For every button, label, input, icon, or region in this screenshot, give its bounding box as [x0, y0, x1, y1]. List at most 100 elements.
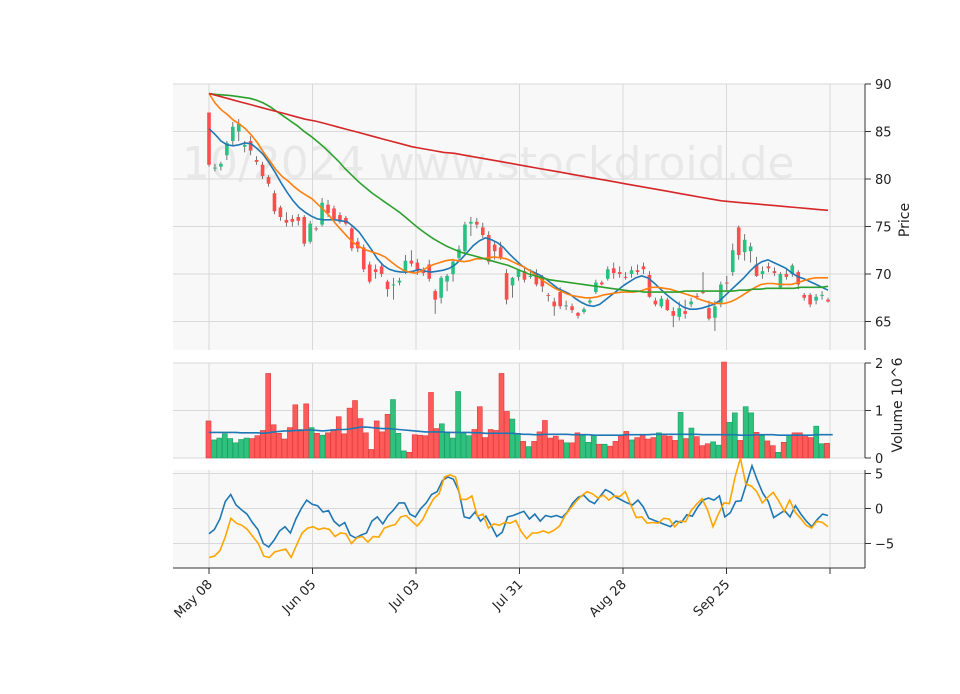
volume-bar — [265, 373, 271, 459]
volume-bar — [536, 431, 543, 459]
volume-bar — [639, 434, 646, 459]
price-tick-label: 75 — [875, 221, 892, 236]
candle-body — [219, 163, 223, 167]
volume-bar — [466, 435, 472, 459]
candle-body — [665, 299, 670, 311]
volume-bar — [227, 438, 233, 459]
volume-bar — [612, 441, 619, 459]
candle-body — [588, 300, 592, 303]
candle-body — [582, 309, 586, 312]
candle-body — [391, 284, 396, 286]
volume-bar — [607, 445, 613, 459]
candle-body — [385, 281, 390, 290]
candle-body — [552, 301, 557, 307]
candle-body — [248, 141, 253, 151]
volume-bar — [368, 449, 375, 459]
candle-body — [516, 270, 521, 277]
candle-body — [236, 123, 241, 132]
candle-body — [546, 294, 551, 296]
volume-bar — [297, 429, 304, 459]
candle-body — [605, 269, 610, 279]
candle-body — [361, 247, 366, 270]
candle-body — [225, 142, 229, 156]
candle-body — [719, 284, 723, 305]
volume-bar — [818, 443, 825, 459]
volume-bar — [509, 418, 516, 459]
candle-body — [486, 235, 491, 262]
volume-bar — [498, 373, 505, 459]
volume-bar — [482, 437, 489, 459]
candle-body — [790, 265, 795, 274]
candle-body — [433, 291, 437, 300]
candle-body — [796, 272, 801, 285]
volume-bar — [238, 439, 244, 459]
candle-body — [689, 301, 693, 305]
volume-bar — [439, 423, 445, 459]
volume-bar — [417, 434, 423, 459]
volume-bar — [672, 440, 678, 459]
volume-bar — [666, 435, 673, 459]
volume-bar — [330, 429, 337, 459]
x-tick-label: May 08 — [172, 577, 216, 621]
candle-body — [778, 274, 783, 288]
volume-bar — [824, 442, 830, 459]
volume-bar — [547, 437, 554, 459]
volume-bar — [308, 427, 315, 459]
x-tick-label: Jun 05 — [279, 577, 319, 617]
volume-bar — [791, 432, 798, 459]
x-tick-label: Sep 25 — [691, 577, 734, 620]
price-tick-label: 70 — [875, 268, 892, 283]
volume-bar — [335, 416, 342, 459]
volume-bar — [563, 442, 570, 459]
candle-body — [760, 271, 765, 274]
volume-tick-label: 1 — [875, 405, 883, 420]
volume-bar — [259, 430, 266, 459]
volume-bar — [428, 392, 434, 459]
price-tick-label: 65 — [875, 316, 892, 331]
candle-body — [540, 277, 545, 287]
volume-bar — [694, 436, 700, 459]
candle-body — [725, 282, 729, 284]
volume-bar — [379, 431, 385, 459]
volume-bar — [699, 445, 706, 459]
volume-bar — [493, 430, 499, 459]
x-tick-label: Jul 03 — [386, 577, 423, 614]
candle-body — [272, 193, 277, 212]
candle-body — [736, 227, 741, 255]
volume-bar — [514, 432, 521, 459]
volume-bar — [764, 440, 771, 459]
candle-body — [594, 282, 598, 293]
oscillator-line — [208, 457, 829, 560]
candle-body — [457, 249, 461, 258]
volume-bar — [531, 441, 537, 459]
price-axis-label: Price — [897, 203, 913, 237]
volume-bar — [444, 431, 451, 459]
volume-tick-label: 0 — [875, 452, 883, 467]
volume-bars — [205, 361, 830, 459]
candle-body — [730, 250, 735, 273]
candle-body — [683, 311, 687, 314]
volume-bar — [574, 432, 581, 459]
volume-bar — [471, 429, 478, 459]
moving-average-line — [208, 128, 829, 310]
candle-body — [403, 260, 408, 272]
candle-body — [754, 264, 759, 276]
candle-body — [510, 277, 515, 286]
volume-bar — [742, 406, 749, 459]
osc-tick-label: 0 — [875, 503, 883, 518]
candle-body — [570, 306, 574, 311]
volume-bar — [395, 432, 402, 459]
candle-body — [350, 228, 354, 249]
volume-bar — [645, 438, 651, 459]
volume-bar — [455, 391, 461, 459]
candle-body — [504, 273, 509, 300]
candle-body — [635, 270, 640, 273]
volume-bar — [775, 451, 782, 459]
candle-body — [290, 218, 295, 222]
volume-bar — [715, 444, 722, 459]
candle-body — [677, 308, 682, 317]
candle-body — [296, 217, 301, 221]
candle-body — [623, 276, 628, 278]
volume-bar — [292, 404, 299, 459]
